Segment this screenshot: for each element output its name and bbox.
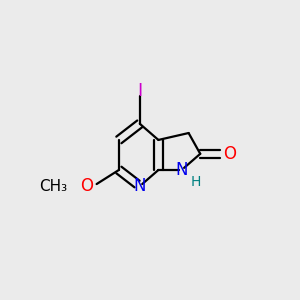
Text: I: I [137, 82, 142, 100]
Text: N: N [134, 177, 146, 195]
Text: N: N [176, 161, 188, 179]
Text: H: H [190, 175, 201, 188]
Text: O: O [224, 145, 236, 163]
Text: CH₃: CH₃ [40, 178, 68, 194]
Text: O: O [80, 177, 93, 195]
